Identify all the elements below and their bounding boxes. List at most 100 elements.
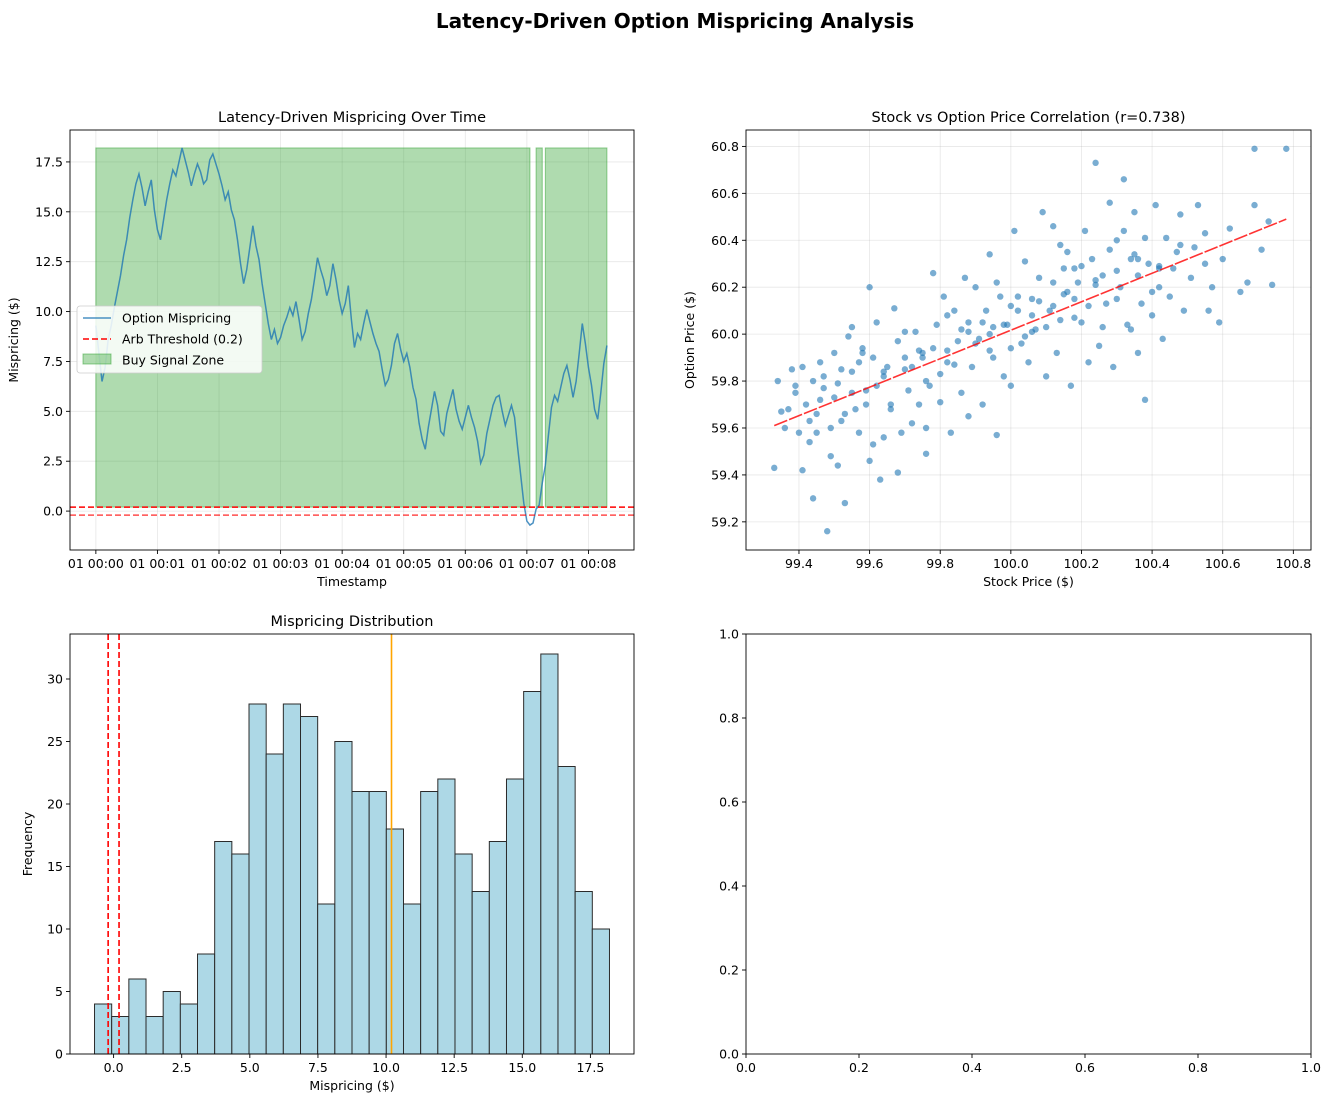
scatter-point <box>884 363 891 371</box>
scatter-point <box>989 354 997 361</box>
empty-ytick-label: 0.2 <box>719 963 739 978</box>
scatter-point <box>1152 201 1159 209</box>
scatter-point <box>986 251 993 258</box>
scatter-point <box>1120 227 1128 235</box>
trend-line <box>773 218 1287 427</box>
scatter-point <box>852 406 859 413</box>
scatter-point <box>912 328 919 335</box>
scatter-point <box>1039 208 1046 216</box>
hist-xtick-label: 17.5 <box>576 1060 604 1075</box>
scatter-point <box>866 457 873 465</box>
scatter-point <box>820 384 827 392</box>
scatter-point <box>1071 314 1078 321</box>
ts-xtick-label: 01 00:05 <box>376 556 432 571</box>
scatter-point <box>1007 382 1015 389</box>
scatter-point <box>1028 328 1036 335</box>
ts-legend: Option Mispricing Arb Threshold (0.2) Buy … <box>76 305 263 374</box>
scatter-point <box>795 429 803 436</box>
scatter-point <box>1060 265 1068 272</box>
scatter-point <box>792 382 799 389</box>
scatter-point <box>1194 201 1202 209</box>
scatter-point <box>1099 272 1106 279</box>
histogram-bar <box>282 703 302 1055</box>
scatter-point <box>922 377 930 385</box>
scatter-point <box>792 389 799 396</box>
scatter-point <box>1046 307 1053 314</box>
hist-xlabel: Mispricing ($) <box>309 1078 394 1093</box>
histogram-bar <box>471 891 490 1055</box>
scatter-point <box>880 434 887 441</box>
scatter-point <box>788 366 796 373</box>
scatter-point <box>1155 284 1163 291</box>
histogram-bar <box>505 778 525 1055</box>
scatter-point <box>806 438 813 446</box>
hist-ytick-label: 10 <box>47 922 63 937</box>
scatter-point <box>1127 326 1135 333</box>
scatter-point <box>831 394 838 401</box>
scatter-point <box>816 359 824 366</box>
scatter-point <box>898 429 905 436</box>
scatter-point <box>1134 272 1142 279</box>
sc-ytick-label: 60.8 <box>711 139 739 154</box>
scatter-point <box>1244 279 1251 286</box>
mispricing-line <box>95 147 608 527</box>
scatter-point <box>1127 255 1135 263</box>
scatter-point <box>831 349 838 357</box>
hist-ytick-label: 30 <box>47 672 63 687</box>
scatter-point <box>1251 201 1258 209</box>
scatter-point <box>958 326 965 333</box>
scatter-point <box>997 293 1004 300</box>
scatter-point <box>1035 274 1043 282</box>
empty-xtick-label: 0.4 <box>962 1060 982 1075</box>
scatter-point <box>816 396 824 404</box>
scatter-point <box>1120 176 1128 183</box>
scatter-point <box>1131 251 1138 258</box>
histogram-bar <box>317 903 336 1055</box>
scatter-point <box>1148 288 1156 296</box>
scatter-point <box>951 307 958 314</box>
scatter-point <box>785 406 792 413</box>
hist-xtick-label: 15.0 <box>508 1060 536 1075</box>
scatter-point <box>813 429 820 436</box>
scatter-point <box>908 420 916 427</box>
empty-ytick-label: 1.0 <box>719 627 739 642</box>
sc-ytick-label: 60.0 <box>711 327 739 342</box>
scatter-point <box>1138 300 1145 307</box>
scatter-point <box>937 370 944 378</box>
scatter-point <box>908 363 916 371</box>
histogram-bar <box>385 828 404 1055</box>
scatter-point <box>1191 244 1198 251</box>
scatter-point <box>1131 208 1138 216</box>
scatter-point <box>799 363 806 371</box>
sc-ytick-label: 59.4 <box>711 467 739 482</box>
sc-ytick-label: 60.2 <box>711 280 739 295</box>
scatter-point <box>915 401 923 408</box>
scatter-point <box>1215 319 1223 326</box>
scatter-point <box>1081 227 1089 235</box>
scatter-point <box>1021 333 1029 340</box>
scatter-point <box>1173 248 1181 256</box>
scatter-point <box>1050 302 1057 310</box>
scatter-point <box>965 413 972 420</box>
scatter-point <box>1050 223 1057 230</box>
scatter-point <box>809 377 817 385</box>
empty-frame <box>745 633 1312 1055</box>
scatter-point <box>905 387 912 394</box>
ts-frame <box>69 129 635 551</box>
scatter-point <box>1141 396 1149 404</box>
histogram-bar <box>179 1003 199 1055</box>
scatter-point <box>774 377 781 385</box>
scatter-point <box>1071 265 1078 272</box>
empty-xtick-label: 0.8 <box>1188 1060 1208 1075</box>
histogram-bar <box>574 891 593 1055</box>
scatter-point <box>855 429 863 436</box>
ts-ylabel: Mispricing ($) <box>6 297 21 382</box>
scatter-point <box>1163 234 1170 242</box>
buy-signal-zone <box>544 147 608 508</box>
scatter-point <box>841 499 849 507</box>
sc-xtick-label: 100.4 <box>1134 556 1170 571</box>
scatter-point <box>944 312 951 319</box>
scatter-point <box>1035 298 1043 305</box>
scatter-point <box>1014 307 1022 314</box>
sc-ytick-label: 59.2 <box>711 514 739 529</box>
